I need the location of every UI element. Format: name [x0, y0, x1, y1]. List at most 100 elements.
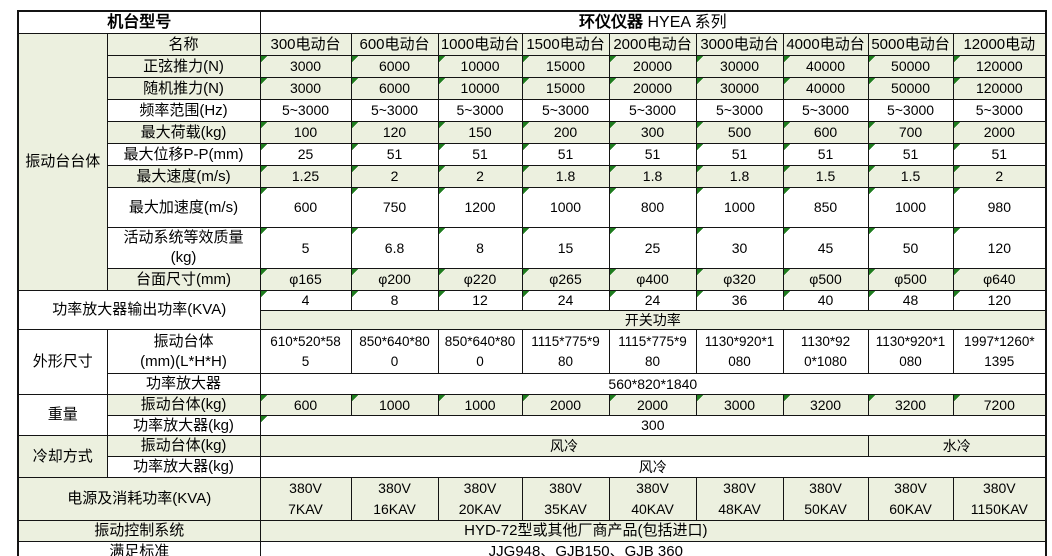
cell-text: 120: [987, 292, 1011, 309]
green-corner-indicator-icon: [523, 78, 529, 85]
cell-text: 380V 20KAV: [458, 480, 502, 518]
group-label-cooling-method: 冷却方式: [17, 435, 108, 479]
green-corner-indicator-icon: [784, 269, 790, 276]
cell-text: 5~3000: [370, 102, 419, 119]
value-cell: φ640: [952, 268, 1047, 292]
cooling-water-value: 水冷: [867, 435, 1047, 458]
value-cell: 380V 35KAV: [521, 477, 610, 522]
cell-text: 5~3000: [886, 102, 935, 119]
green-corner-indicator-icon: [954, 228, 960, 235]
cell-text: 5~3000: [715, 102, 764, 119]
green-corner-indicator-icon: [610, 188, 616, 195]
value-cell: 150: [437, 121, 523, 145]
cell-text: 2: [476, 168, 484, 185]
cell-text: 8: [390, 292, 399, 309]
cell-text: 51: [991, 146, 1008, 163]
value-cell: 120: [952, 227, 1047, 270]
value-cell: φ165: [259, 268, 352, 292]
cell-text: 3000: [289, 80, 322, 97]
table-row: 最大位移P-P(mm) 25 51 51 51 51 51 51 51 51: [18, 143, 1047, 167]
cell-text: 40: [817, 292, 834, 309]
cell-text: 45: [817, 239, 834, 256]
value-cell: 600: [782, 121, 869, 145]
green-corner-indicator-icon: [697, 122, 703, 129]
cell-text: 8: [476, 239, 484, 256]
value-cell: 1200: [437, 187, 523, 229]
green-corner-indicator-icon: [523, 122, 529, 129]
green-corner-indicator-icon: [869, 188, 875, 195]
green-corner-indicator-icon: [439, 122, 445, 129]
col-header-text: 300电动台: [270, 35, 341, 53]
value-cell: 5~3000: [608, 99, 697, 123]
green-corner-indicator-icon: [261, 122, 267, 129]
green-corner-indicator-icon: [352, 228, 358, 235]
table-row: 最大速度(m/s) 1.25 2 2 1.8 1.8 1.8 1.5 1.5 2: [18, 165, 1047, 189]
value-cell: 10000: [437, 55, 523, 79]
value-cell: 36: [695, 290, 784, 311]
cell-text: 30: [731, 239, 748, 256]
green-corner-indicator-icon: [697, 78, 703, 85]
value-cell: 2: [952, 165, 1047, 189]
row-label-amplifier-text: 功率放大器: [146, 375, 222, 393]
row-label-moving-mass-text: 活动系统等效质量 (kg): [123, 229, 244, 267]
cell-text: 380V 1150KAV: [970, 480, 1028, 518]
controller-merged-value-text: HYD-72型或其他厂商产品(包括进口): [464, 522, 708, 540]
cell-text: 20000: [633, 80, 672, 97]
cell-text: 1.8: [642, 168, 663, 185]
value-cell: 2000: [608, 393, 697, 416]
row-label-max-displacement: 最大位移P-P(mm): [106, 143, 261, 167]
value-cell: 51: [350, 143, 439, 167]
green-corner-indicator-icon: [784, 144, 790, 151]
machine-model-label: 机台型号: [17, 10, 261, 35]
cell-text: 120: [987, 239, 1011, 256]
value-cell: 800: [608, 187, 697, 229]
value-cell: 40: [782, 290, 869, 311]
value-cell: 20000: [608, 55, 697, 79]
green-corner-indicator-icon: [784, 188, 790, 195]
value-cell: 1130*920*1 080: [867, 329, 954, 375]
green-corner-indicator-icon: [869, 166, 875, 173]
cell-text: 15000: [546, 58, 585, 75]
value-cell: 1115*775*9 80: [608, 329, 697, 375]
cell-text: 10000: [460, 80, 500, 97]
table-row: 功率放大器(kg) 风冷: [18, 456, 1047, 479]
cell-text: 4: [301, 292, 310, 309]
cell-text: φ220: [463, 271, 497, 288]
value-cell: 980: [952, 187, 1047, 229]
value-cell: 6.8: [350, 227, 439, 270]
row-label-shaker-dimensions-text: 振动台体 (mm)(L*H*H): [140, 332, 227, 370]
cell-text: 1130*920*1 080: [704, 333, 775, 369]
value-cell: 51: [521, 143, 610, 167]
col-header-text: 2000电动台: [613, 35, 692, 53]
value-cell: 1.8: [521, 165, 610, 189]
row-label-max-velocity: 最大速度(m/s): [106, 165, 261, 189]
value-cell: 50000: [867, 77, 954, 101]
green-corner-indicator-icon: [869, 228, 875, 235]
value-cell: 2: [437, 165, 523, 189]
green-corner-indicator-icon: [261, 269, 267, 276]
green-corner-indicator-icon: [610, 78, 616, 85]
cell-text: 380V 48KAV: [718, 480, 761, 518]
value-cell: 120000: [952, 55, 1047, 79]
cell-text: 50000: [891, 58, 930, 75]
cell-text: 48: [902, 292, 919, 309]
cell-text: 51: [731, 146, 748, 163]
green-corner-indicator-icon: [869, 269, 875, 276]
cell-text: 1000: [378, 396, 411, 413]
value-cell: 1000: [437, 393, 523, 416]
green-corner-indicator-icon: [439, 395, 445, 401]
table-row: 正弦推力(N) 3000 6000 10000 15000 20000 30000 40000…: [18, 55, 1047, 79]
row-label-moving-mass: 活动系统等效质量 (kg): [106, 227, 261, 270]
value-cell: 51: [952, 143, 1047, 167]
green-corner-indicator-icon: [697, 144, 703, 151]
group-label-cooling-method-text: 冷却方式: [32, 447, 93, 465]
cell-text: 380V 60KAV: [889, 480, 932, 518]
cell-text: φ200: [378, 271, 411, 288]
series-title-text: 环仪仪器: [579, 14, 644, 31]
row-label-table-size: 台面尺寸(mm): [106, 268, 261, 292]
row-label-amplifier-weight: 功率放大器(kg): [106, 414, 261, 437]
cell-text: 15: [557, 239, 574, 256]
green-corner-indicator-icon: [523, 269, 529, 276]
green-corner-indicator-icon: [439, 78, 445, 85]
cell-text: φ500: [809, 271, 842, 288]
